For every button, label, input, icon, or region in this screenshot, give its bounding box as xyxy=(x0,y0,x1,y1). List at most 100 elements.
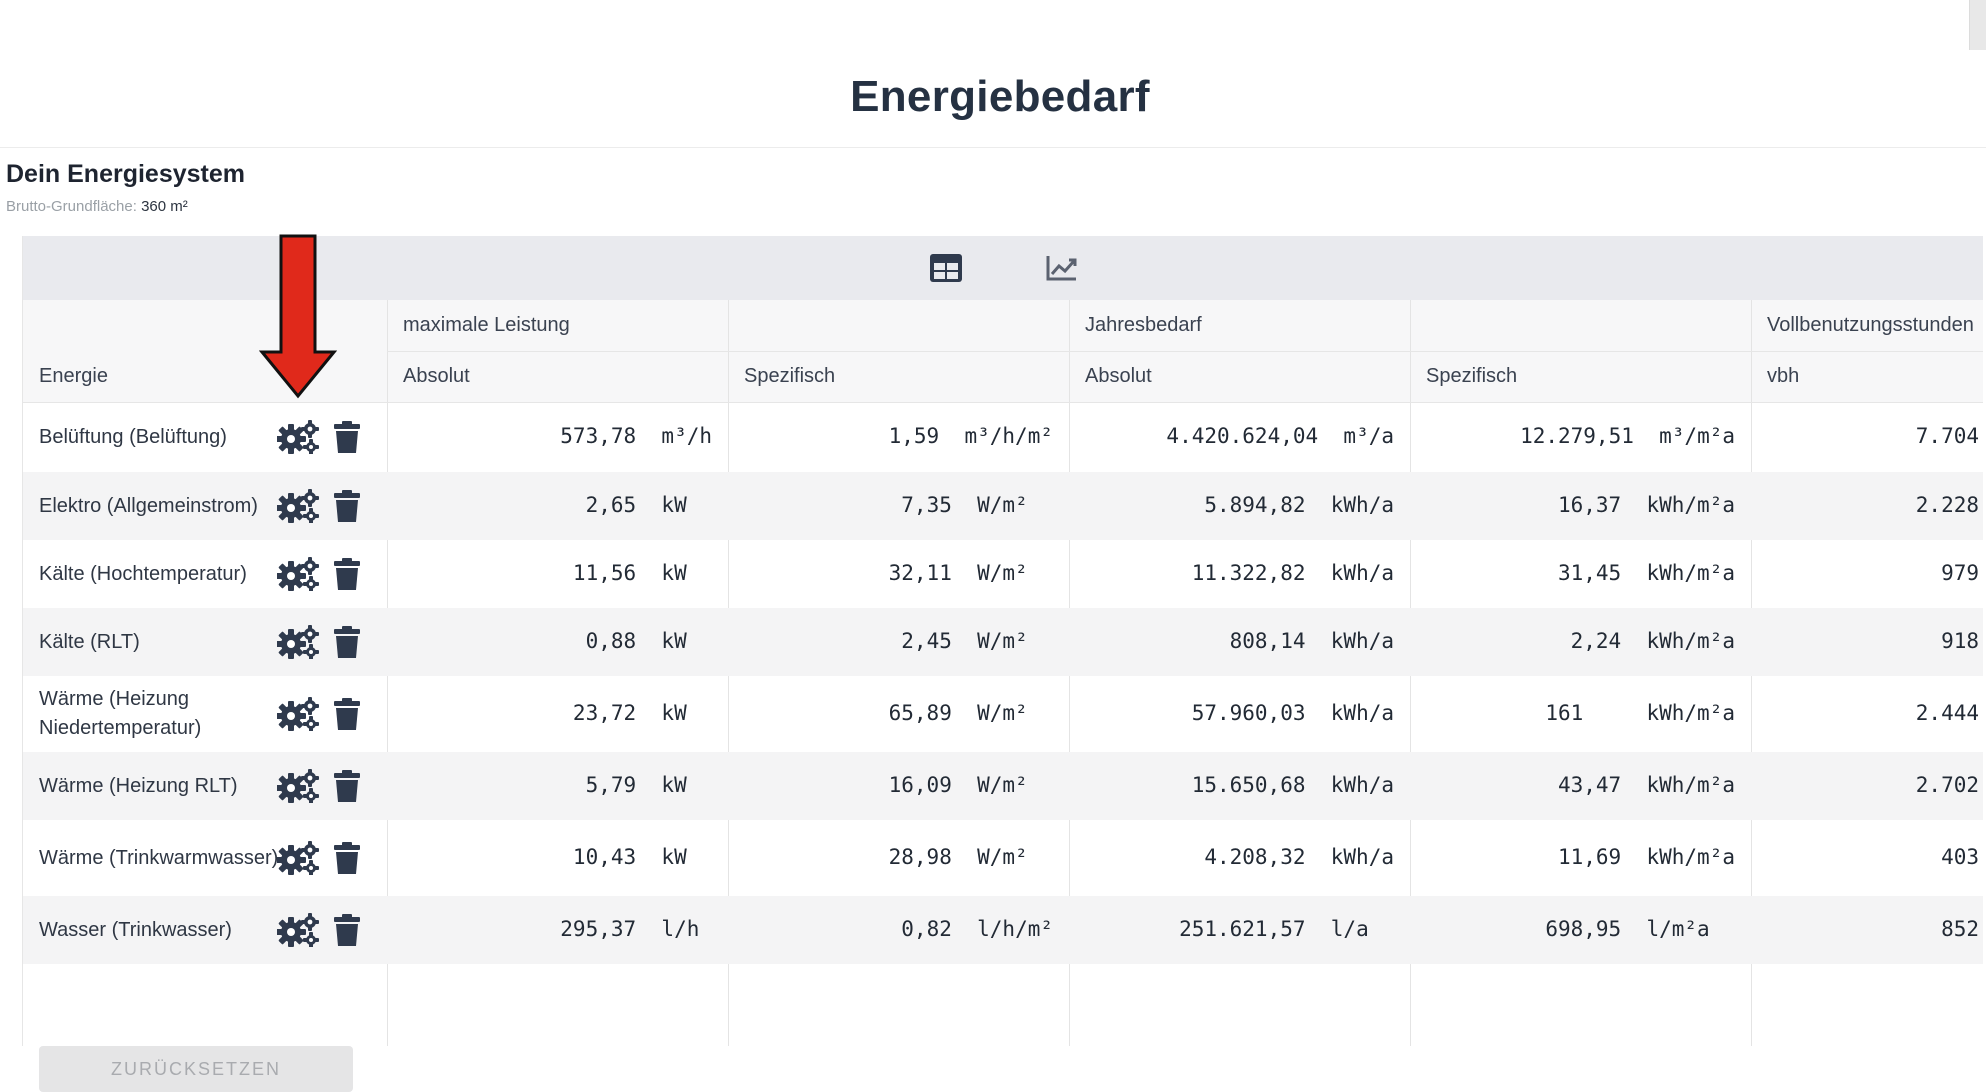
group-header-full-load-hours: Vollbenutzungsstunden xyxy=(1767,314,1974,336)
row-actions xyxy=(276,489,367,524)
table-row: Wärme (Trinkwarmwasser) 10,43 kW 28,98 W/… xyxy=(23,820,1983,896)
cell-year-abs: 5.894,82 kWh/a xyxy=(1204,493,1394,517)
row-label: Wärme (Heizung Niedertemperatur) xyxy=(39,688,202,739)
cell-max-abs: 10,43 kW xyxy=(572,845,712,869)
row-label: Wärme (Trinkwarmwasser) xyxy=(39,847,279,869)
row-label: Wasser (Trinkwasser) xyxy=(39,919,232,941)
group-header-max-power: maximale Leistung xyxy=(403,314,570,336)
gears-icon[interactable] xyxy=(276,489,321,528)
trash-icon[interactable] xyxy=(333,489,361,528)
cell-max-abs: 11,56 kW xyxy=(572,561,712,585)
row-actions xyxy=(276,557,367,592)
cell-max-abs: 5,79 kW xyxy=(585,773,712,797)
trash-icon[interactable] xyxy=(333,841,361,880)
cell-year-abs: 4.208,32 kWh/a xyxy=(1204,845,1394,869)
column-header-row xyxy=(23,351,1983,402)
table-row: Kälte (Hochtemperatur) 11,56 kW 32,11 W/m… xyxy=(23,540,1983,608)
cell-year-spec: 31,45 kWh/m²a xyxy=(1557,561,1735,585)
gears-icon[interactable] xyxy=(276,557,321,596)
cell-year-abs: 15.650,68 kWh/a xyxy=(1191,773,1394,797)
cell-year-abs: 251.621,57 l/a xyxy=(1179,917,1394,941)
cell-max-spec: 1,59 m³/h/m² xyxy=(888,424,1053,448)
row-actions xyxy=(276,913,367,948)
row-label: Elektro (Allgemeinstrom) xyxy=(39,495,258,517)
table-icon[interactable] xyxy=(929,253,963,283)
gears-icon[interactable] xyxy=(276,769,321,808)
cell-year-abs: 4.420.624,04 m³/a xyxy=(1166,424,1394,448)
row-label: Kälte (Hochtemperatur) xyxy=(39,563,247,585)
group-header-row xyxy=(23,300,1983,351)
cell-vbh: 7.704 xyxy=(1915,424,1979,448)
cell-year-abs: 57.960,03 kWh/a xyxy=(1191,701,1394,725)
cell-year-spec: 12.279,51 m³/m²a xyxy=(1520,424,1735,448)
cell-max-abs: 295,37 l/h xyxy=(560,917,712,941)
gears-icon[interactable] xyxy=(276,697,321,736)
cell-year-abs: 11.322,82 kWh/a xyxy=(1191,561,1394,585)
area-value: 360 m² xyxy=(141,198,188,215)
cell-year-abs: 808,14 kWh/a xyxy=(1229,629,1394,653)
cell-vbh: 852 xyxy=(1941,917,1979,941)
row-label: Kälte (RLT) xyxy=(39,631,140,653)
cell-vbh: 2.702 xyxy=(1915,773,1979,797)
gross-floor-area: Brutto-Grundfläche: 360 m² xyxy=(6,198,188,215)
column-header-vbh: vbh xyxy=(1767,365,1800,387)
cell-max-abs: 2,65 kW xyxy=(585,493,712,517)
cell-vbh: 979 xyxy=(1941,561,1979,585)
trash-icon[interactable] xyxy=(333,697,361,736)
trash-icon[interactable] xyxy=(333,769,361,808)
cell-year-spec: 161 kWh/m²a xyxy=(1545,701,1735,725)
cell-max-spec: 16,09 W/m² xyxy=(888,773,1053,797)
area-label: Brutto-Grundfläche: xyxy=(6,198,137,215)
cell-max-abs: 0,88 kW xyxy=(585,629,712,653)
reset-button[interactable]: ZURÜCKSETZEN xyxy=(39,1046,353,1092)
row-actions xyxy=(276,769,367,804)
cell-max-spec: 2,45 W/m² xyxy=(901,629,1053,653)
system-title: Dein Energiesystem xyxy=(6,160,245,188)
table-row: Kälte (RLT) 0,88 kW 2,45 W/m² 808,14 kWh/… xyxy=(23,608,1983,676)
red-arrow-down-icon xyxy=(259,234,337,399)
column-header-max-absolute: Absolut xyxy=(403,365,470,387)
cell-year-spec: 2,24 kWh/m²a xyxy=(1570,629,1735,653)
row-actions xyxy=(276,697,367,732)
cell-vbh: 2.228 xyxy=(1915,493,1979,517)
gears-icon[interactable] xyxy=(276,841,321,880)
energy-table: maximale Leistung Jahresbedarf Vollbenut… xyxy=(23,300,1983,1092)
row-label: Wärme (Heizung RLT) xyxy=(39,775,238,797)
row-actions xyxy=(276,420,367,455)
chart-line-icon[interactable] xyxy=(1045,253,1079,283)
cell-max-spec: 28,98 W/m² xyxy=(888,845,1053,869)
gears-icon[interactable] xyxy=(276,913,321,952)
cell-year-spec: 16,37 kWh/m²a xyxy=(1557,493,1735,517)
table-row: Elektro (Allgemeinstrom) 2,65 kW 7,35 W/m… xyxy=(23,472,1983,540)
cell-max-abs: 23,72 kW xyxy=(572,701,712,725)
table-row: Wasser (Trinkwasser) 295,37 l/h 0,82 l/h/… xyxy=(23,896,1983,964)
cell-max-spec: 65,89 W/m² xyxy=(888,701,1053,725)
gears-icon[interactable] xyxy=(276,420,321,459)
page-title: Energiebedarf xyxy=(850,72,1150,121)
scrollbar[interactable] xyxy=(1969,0,1986,50)
gears-icon[interactable] xyxy=(276,625,321,664)
view-toggle-bar xyxy=(23,236,1983,300)
cell-vbh: 918 xyxy=(1941,629,1979,653)
cell-year-spec: 43,47 kWh/m²a xyxy=(1557,773,1735,797)
trash-icon[interactable] xyxy=(333,557,361,596)
table-row: Wärme (Heizung RLT) 5,79 kW 16,09 W/m² 15… xyxy=(23,752,1983,820)
cell-max-spec: 32,11 W/m² xyxy=(888,561,1053,585)
column-header-energy: Energie xyxy=(39,365,108,387)
trash-icon[interactable] xyxy=(333,420,361,459)
table-row: Belüftung (Belüftung) 573,78 m³/h 1,59 m³/… xyxy=(23,402,1983,472)
cell-max-spec: 7,35 W/m² xyxy=(901,493,1053,517)
row-actions xyxy=(276,841,367,876)
table-row: Wärme (Heizung Niedertemperatur) 23,72 kW… xyxy=(23,676,1983,752)
cell-max-abs: 573,78 m³/h xyxy=(560,424,712,448)
column-header-annual-specific: Spezifisch xyxy=(1426,365,1518,387)
trash-icon[interactable] xyxy=(333,913,361,952)
trash-icon[interactable] xyxy=(333,625,361,664)
column-header-annual-absolute: Absolut xyxy=(1085,365,1152,387)
cell-vbh: 2.444 xyxy=(1915,701,1979,725)
row-actions xyxy=(276,625,367,660)
cell-year-spec: 11,69 kWh/m²a xyxy=(1557,845,1735,869)
group-header-annual-demand: Jahresbedarf xyxy=(1085,314,1202,336)
cell-vbh: 403 xyxy=(1941,845,1979,869)
energy-table-panel: maximale Leistung Jahresbedarf Vollbenut… xyxy=(22,234,1983,1092)
